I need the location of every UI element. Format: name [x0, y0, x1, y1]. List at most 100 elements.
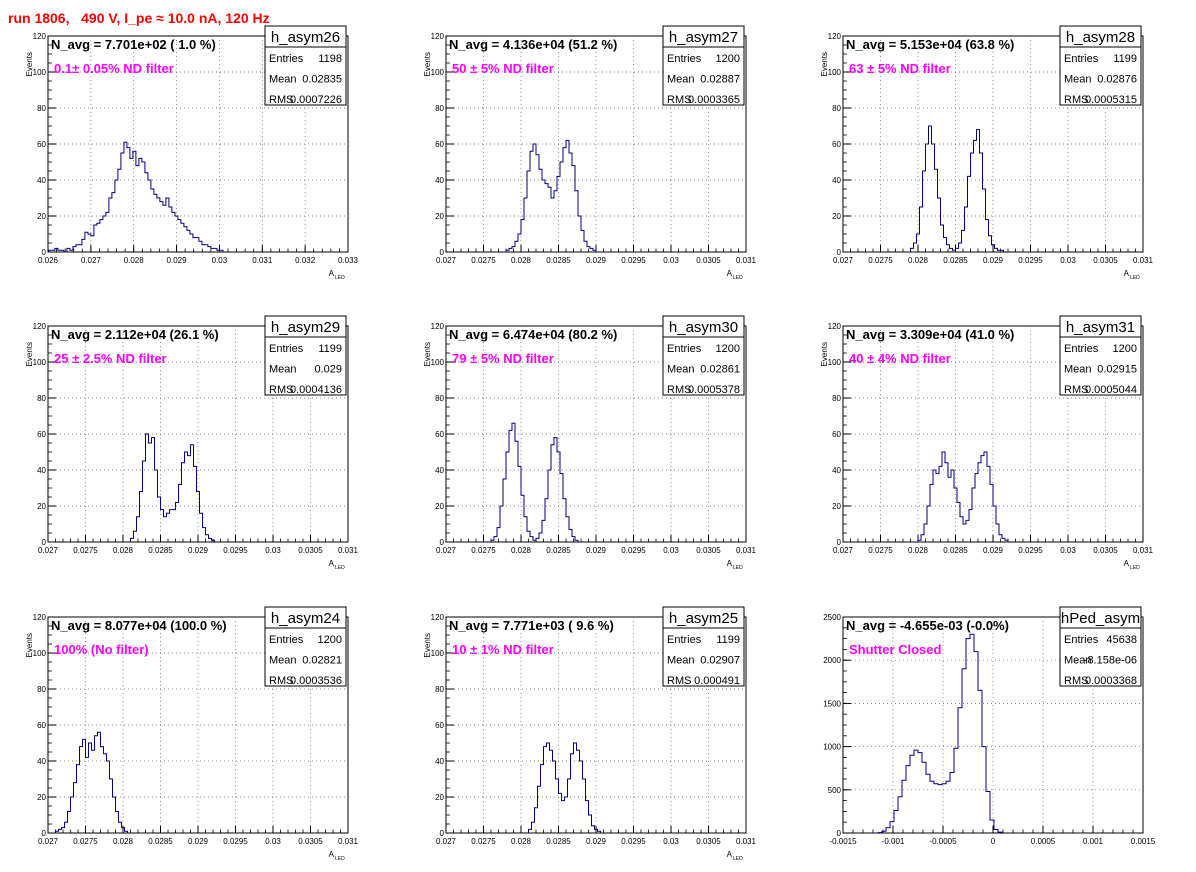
stats-key: RMS	[269, 384, 293, 396]
histogram-line	[910, 125, 1004, 252]
stats-key: Mean	[1064, 364, 1092, 376]
x-tick-label: 0.027	[436, 256, 457, 265]
x-tick-label: 0.029	[586, 546, 607, 555]
x-tick-label: 0	[991, 837, 996, 846]
x-tick-label: 0.027	[38, 546, 59, 555]
x-tick-label: 0.028	[511, 837, 532, 846]
y-tick-label: 20	[37, 212, 46, 221]
x-tick-label: 0.03	[663, 256, 679, 265]
navg-label: N_avg = 6.474e+04 (80.2 %)	[449, 327, 617, 342]
x-tick-label: 0.0305	[696, 256, 721, 265]
stats-key: RMS	[1064, 384, 1088, 396]
stats-key: RMS	[269, 94, 293, 106]
x-tick-label: 0.029	[167, 256, 188, 265]
stats-value: 0.02907	[700, 655, 740, 667]
stats-value: 1199	[716, 634, 740, 646]
x-axis-title: A	[727, 559, 733, 568]
navg-label: N_avg = 8.077e+04 (100.0 %)	[51, 618, 227, 633]
x-tick-label: 0.028	[908, 546, 929, 555]
x-axis-title: A	[1124, 559, 1130, 568]
y-tick-label: 60	[37, 721, 46, 730]
stats-box	[1059, 25, 1142, 106]
filter-label: 0.1± 0.05% ND filter	[54, 61, 174, 76]
y-tick-label: 80	[37, 685, 46, 694]
x-tick-label: -0.001	[882, 837, 905, 846]
stats-value: 0.029	[314, 364, 342, 376]
histogram-panel-h_asym31: 0.027 0.0275 0.028 0.0285 0.029 0.0295 0.03 0.0…	[820, 315, 1154, 571]
x-tick-label: 0.028	[511, 546, 532, 555]
histogram-panel-h_asym29: 0.027 0.0275 0.028 0.0285 0.029 0.0295 0.03 0.0…	[25, 315, 359, 571]
x-tick-label: 0.0295	[223, 837, 248, 846]
y-tick-label: 0	[440, 538, 445, 547]
y-tick-label: 2500	[823, 613, 841, 622]
y-axis-title: Events	[423, 633, 432, 657]
stats-key: Entries	[269, 634, 304, 646]
x-tick-label: 0.027	[81, 256, 102, 265]
filter-label: 25 ± 2.5% ND filter	[54, 351, 167, 366]
stats-key: Mean	[667, 74, 695, 86]
x-tick-label: 0.0275	[471, 256, 496, 265]
navg-label: N_avg = 7.701e+02 ( 1.0 %)	[51, 37, 216, 52]
histogram-panel-h_asym27: 0.027 0.0275 0.028 0.0285 0.029 0.0295 0.03 0.0…	[423, 25, 757, 281]
y-tick-label: 100	[33, 649, 47, 658]
histogram-line	[877, 633, 1003, 834]
y-tick-label: 0	[837, 829, 842, 838]
stats-key: RMS	[269, 675, 293, 687]
x-tick-label: 0.029	[983, 546, 1004, 555]
histogram-panel-h_asym28: 0.027 0.0275 0.028 0.0285 0.029 0.0295 0.03 0.0…	[820, 25, 1154, 281]
y-tick-label: 60	[435, 721, 444, 730]
y-tick-label: 20	[435, 502, 444, 511]
x-axis-title-sub: LED	[733, 275, 743, 281]
y-tick-label: 100	[431, 68, 445, 77]
stats-value: 0.0005315	[1085, 94, 1137, 106]
stats-box	[1059, 606, 1142, 687]
x-axis-title-sub: LED	[733, 565, 743, 571]
histogram-panel-hPed_asym: -0.0015 -0.001 -0.0005 0 0.0005 0.001 0.0015 0 5…	[823, 606, 1156, 846]
x-tick-label: 0.029	[586, 256, 607, 265]
y-tick-label: 0	[42, 538, 47, 547]
x-tick-label: 0.0285	[943, 546, 968, 555]
x-axis-title-sub: LED	[733, 856, 743, 862]
y-tick-label: 40	[37, 466, 46, 475]
x-tick-label: 0.001	[1083, 837, 1104, 846]
y-tick-label: 2000	[823, 656, 841, 665]
filter-label: 79 ± 5% ND filter	[452, 351, 554, 366]
y-tick-label: 100	[431, 649, 445, 658]
x-tick-label: 0.029	[983, 256, 1004, 265]
x-tick-label: 0.027	[436, 546, 457, 555]
stats-key: Mean	[1064, 655, 1092, 667]
stats-key: Entries	[1064, 53, 1099, 65]
y-tick-label: 80	[435, 104, 444, 113]
x-axis-title-sub: LED	[335, 565, 345, 571]
x-tick-label: 0.026	[38, 256, 59, 265]
x-tick-label: 0.03	[265, 546, 281, 555]
stats-key: Mean	[269, 364, 297, 376]
histogram-line	[505, 139, 597, 252]
x-tick-label: 0.031	[736, 546, 757, 555]
x-tick-label: 0.0305	[696, 546, 721, 555]
x-tick-label: 0.03	[265, 837, 281, 846]
histogram-line	[528, 742, 601, 833]
navg-label: N_avg = 4.136e+04 (51.2 %)	[449, 37, 617, 52]
y-tick-label: 60	[832, 140, 841, 149]
x-tick-label: 0.03	[663, 837, 679, 846]
x-tick-label: 0.0305	[696, 837, 721, 846]
stats-value: 1200	[1113, 343, 1137, 355]
navg-label: N_avg = 7.771e+03 ( 9.6 %)	[449, 618, 614, 633]
stats-value: 1198	[318, 53, 342, 65]
y-tick-label: 60	[435, 140, 444, 149]
stats-box	[264, 25, 347, 106]
x-tick-label: 0.0285	[148, 837, 173, 846]
stats-key: Mean	[667, 655, 695, 667]
stats-key: Entries	[269, 343, 304, 355]
x-tick-label: 0.0305	[298, 837, 323, 846]
stats-key: Mean	[1064, 74, 1092, 86]
stats-title: hPed_asym	[1061, 610, 1140, 627]
x-tick-label: 0.028	[908, 256, 929, 265]
y-axis-title: Events	[423, 52, 432, 76]
y-tick-label: 80	[832, 104, 841, 113]
histogram-line	[130, 433, 215, 542]
x-tick-label: 0.0285	[943, 256, 968, 265]
navg-label: N_avg = -4.655e-03 (-0.0%)	[846, 618, 1009, 633]
